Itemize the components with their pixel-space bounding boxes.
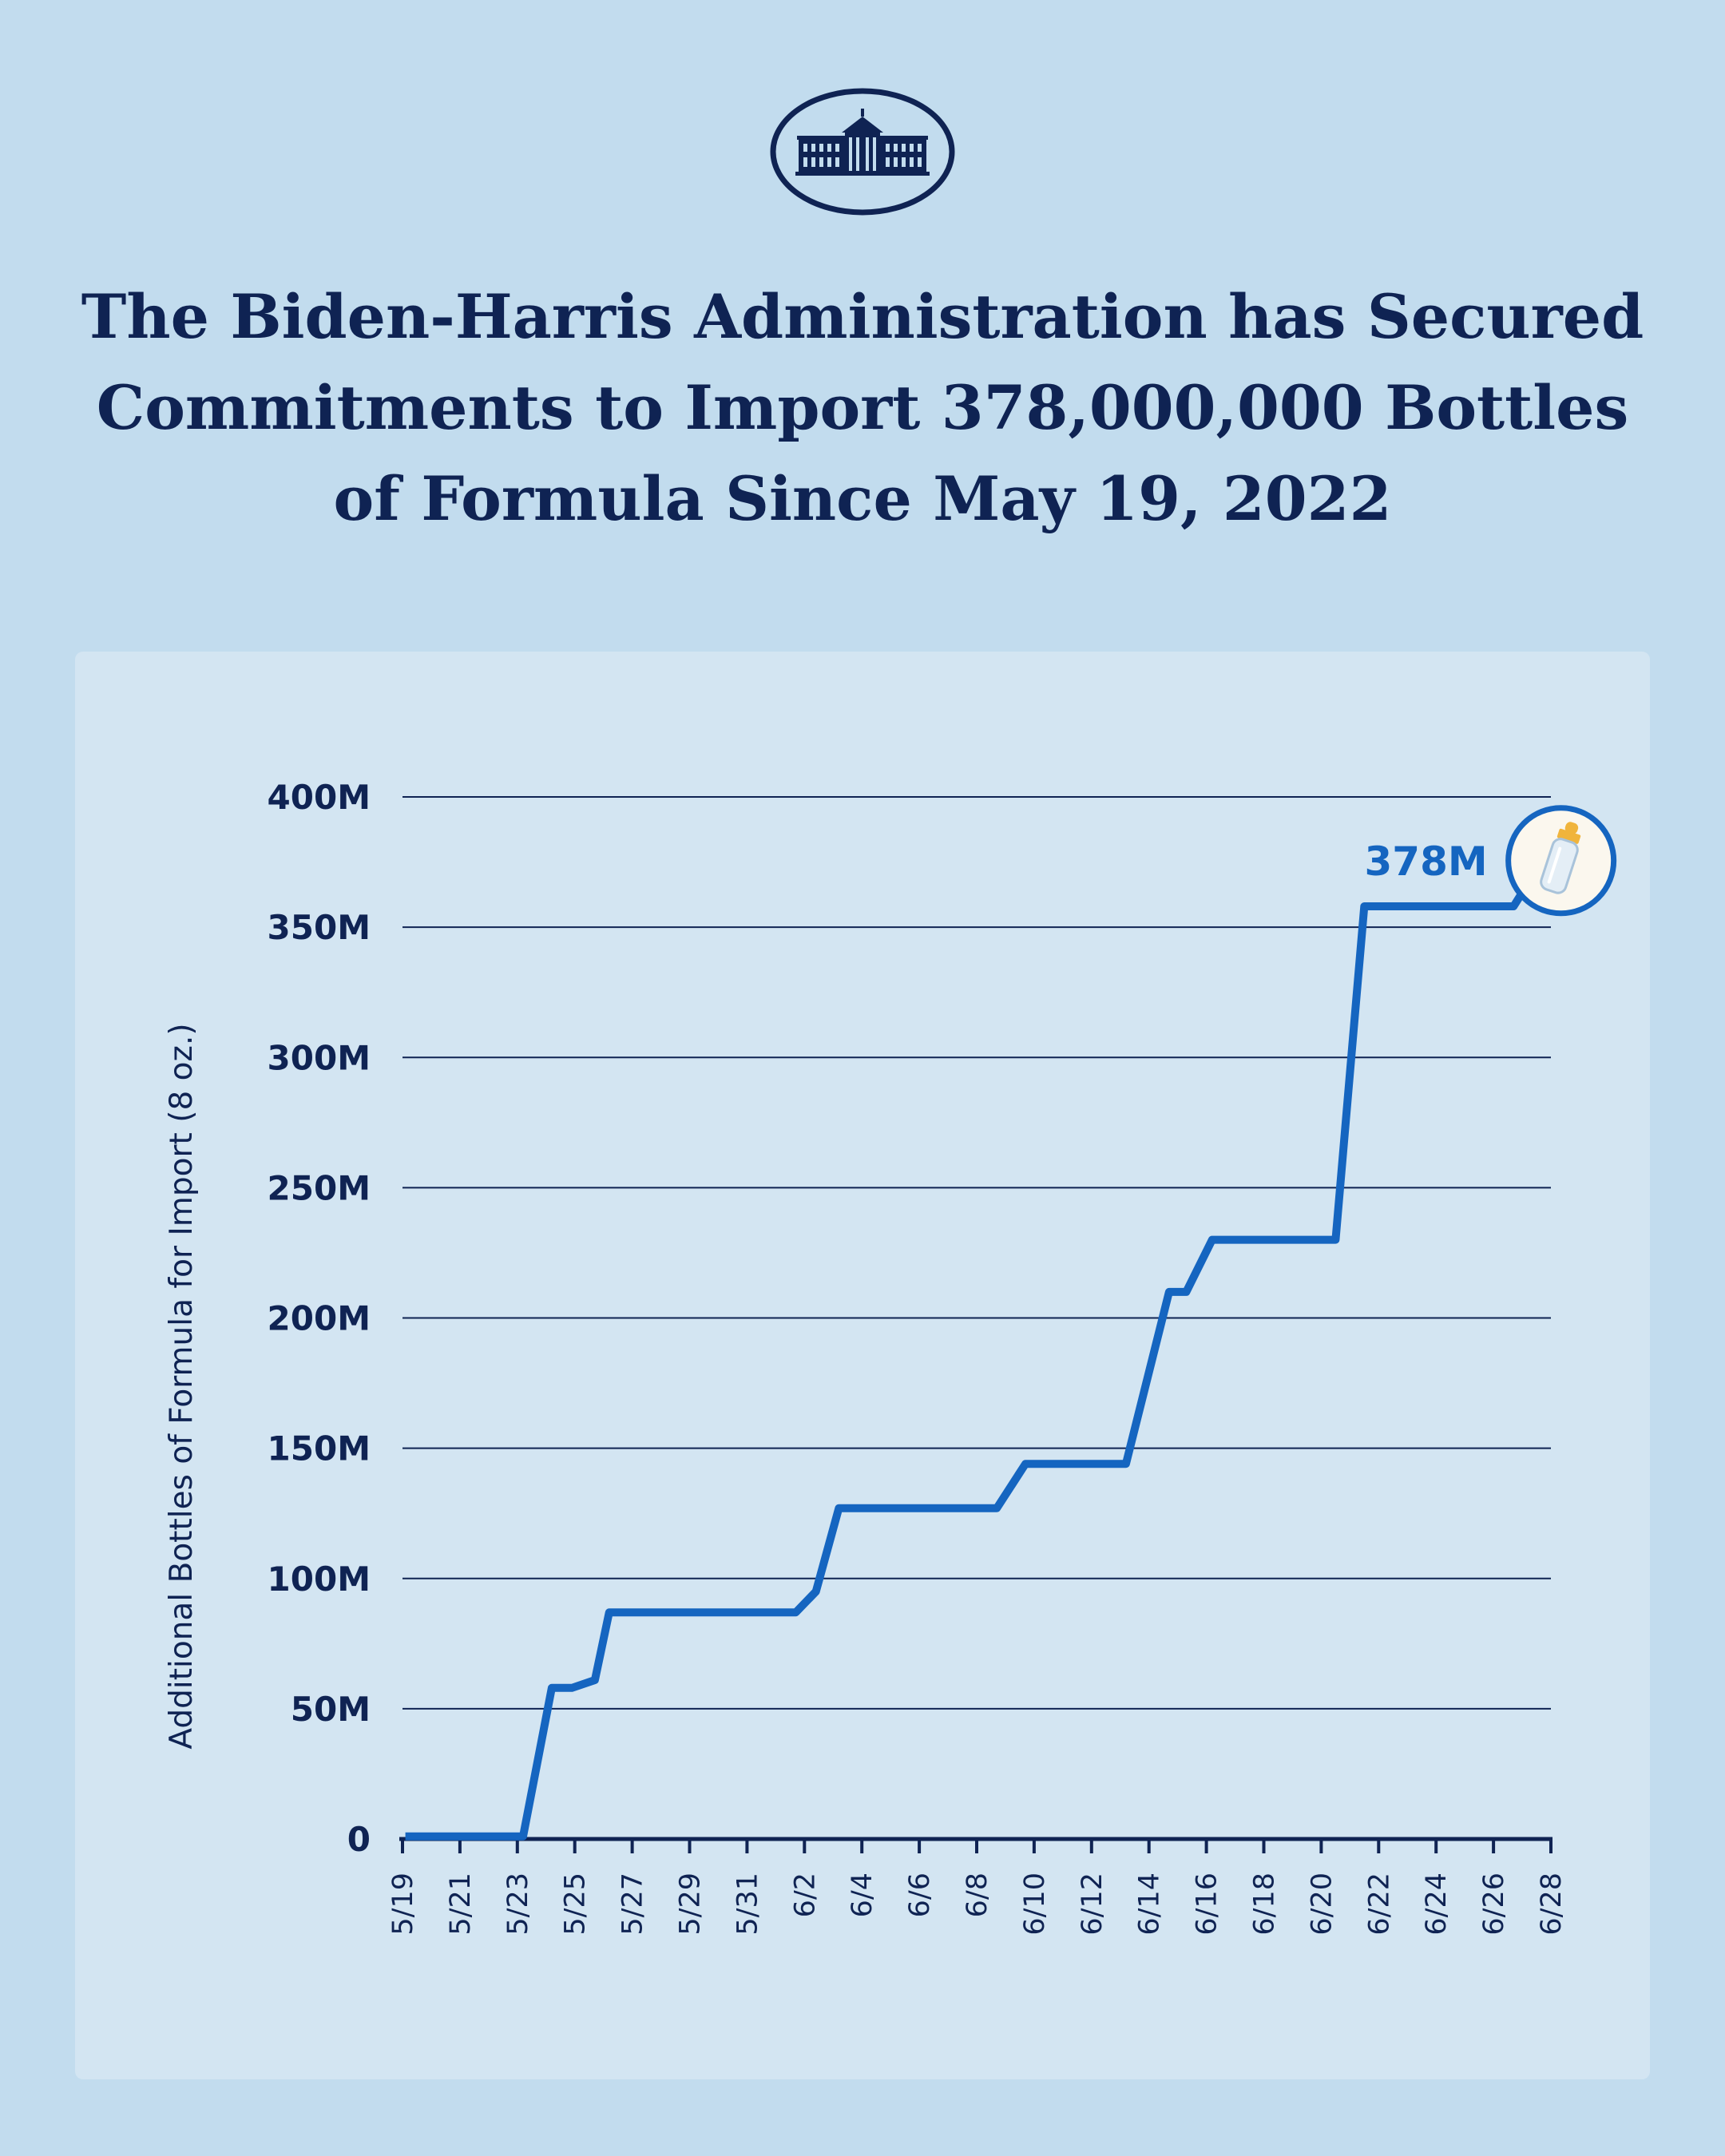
gridlines: [402, 796, 1551, 1710]
title-line-3: of Formula Since May 19, 2022: [333, 463, 1392, 534]
x-tick-label: 6/22: [1363, 1873, 1395, 1936]
line-chart: 0 50M 100M 150M 200M 250M 300M 350M 400M 5/19 5/2…: [164, 778, 1617, 1936]
x-tick-label: 5/27: [617, 1873, 649, 1936]
y-tick-label: 200M: [268, 1299, 371, 1338]
x-tick-label: 6/2: [789, 1873, 821, 1917]
x-tick-label: 5/21: [445, 1873, 477, 1936]
x-tick-label: 5/25: [560, 1873, 592, 1936]
chart-panel: 0 50M 100M 150M 200M 250M 300M 350M 400M 5/19 5/2…: [75, 652, 1650, 2079]
x-tick-label: 6/6: [904, 1873, 936, 1917]
title-line-2: Commitments to Import 378,000,000 Bottle…: [96, 372, 1629, 443]
x-axis: 5/19 5/21 5/23 5/25 5/27 5/29 5/31 6/2 6/4 6/6 6/8…: [387, 1837, 1568, 1936]
y-tick-label: 0: [347, 1820, 371, 1859]
x-tick-label: 6/28: [1536, 1873, 1568, 1936]
white-house-logo: [768, 86, 957, 217]
baby-bottle-badge: [1505, 805, 1617, 917]
page-title: The Biden-Harris Administration has Secu…: [64, 271, 1661, 545]
y-tick-label: 400M: [268, 778, 371, 817]
title-line-1: The Biden-Harris Administration has Secu…: [81, 281, 1644, 352]
series-line-0: [405, 886, 1529, 1841]
y-tick-label: 50M: [291, 1690, 371, 1729]
annotation-layer: 378M: [1365, 805, 1617, 917]
y-tick-label: 100M: [268, 1560, 371, 1599]
x-tick-label: 5/31: [732, 1873, 763, 1936]
x-tick-label: 6/26: [1478, 1873, 1510, 1936]
series-layer: [405, 886, 1529, 1841]
x-tick-label: 5/19: [387, 1873, 419, 1936]
baby-bottle-icon: [1540, 822, 1581, 894]
x-tick-label: 6/4: [847, 1873, 878, 1917]
y-tick-label: 250M: [268, 1168, 371, 1207]
y-tick-label: 150M: [268, 1429, 371, 1468]
x-tick-label: 5/29: [675, 1873, 707, 1936]
x-tick-label: 6/16: [1192, 1873, 1223, 1936]
y-tick-label: 300M: [268, 1038, 371, 1077]
x-tick-label: 6/10: [1019, 1873, 1051, 1936]
y-axis-label: Additional Bottles of Formula for Import…: [164, 1023, 200, 1749]
x-tick-label: 6/14: [1134, 1873, 1166, 1936]
x-tick-label: 6/24: [1421, 1873, 1453, 1936]
x-tick-label: 6/20: [1306, 1873, 1338, 1936]
y-tick-label: 350M: [268, 908, 371, 947]
callout-label: 378M: [1365, 838, 1488, 885]
x-tick-label: 6/18: [1249, 1873, 1281, 1936]
x-tick-label: 6/12: [1077, 1873, 1108, 1936]
y-axis-ticks: 0 50M 100M 150M 200M 250M 300M 350M 400M: [268, 778, 371, 1859]
x-tick-label: 5/23: [502, 1873, 534, 1936]
x-tick-label: 6/8: [962, 1873, 993, 1917]
white-house-icon: [770, 88, 955, 216]
